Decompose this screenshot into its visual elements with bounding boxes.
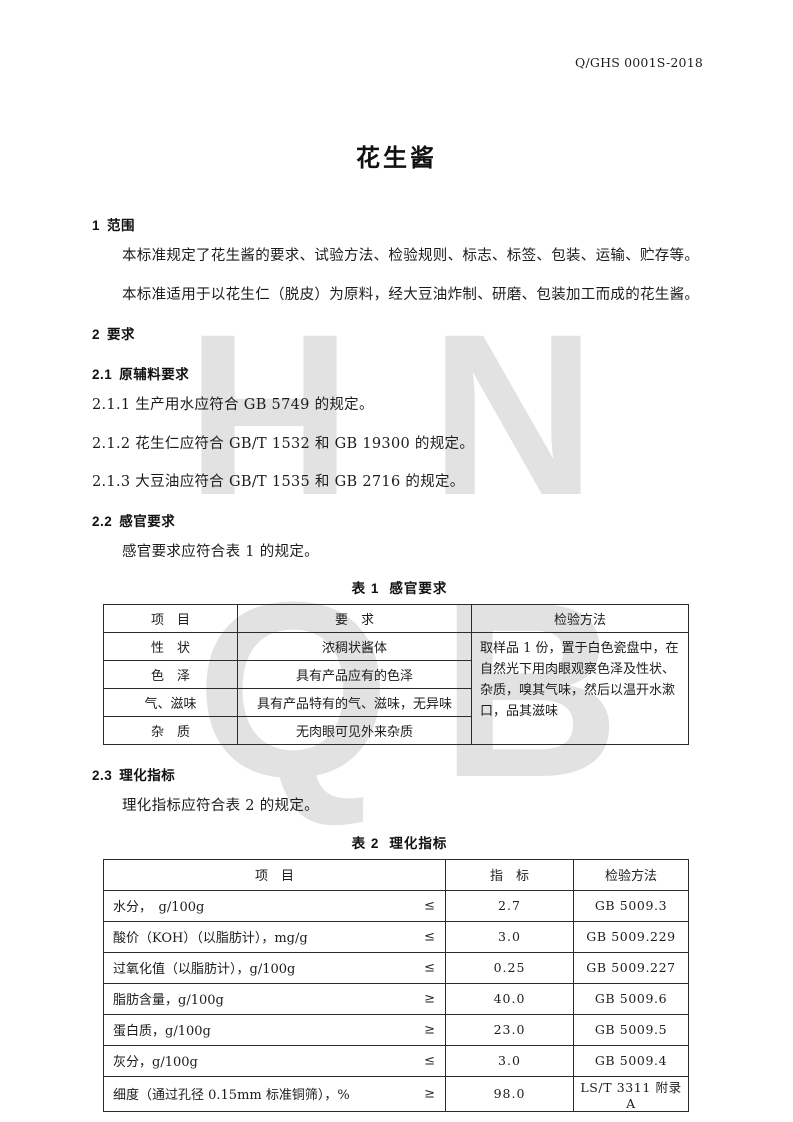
table1-header-method: 检验方法: [471, 604, 689, 633]
clause-2-1-3: 2.1.3 大豆油应符合 GB/T 1535 和 GB 2716 的规定。: [92, 474, 465, 490]
table2-item-3: 脂肪含量，g/100g ≥: [103, 982, 446, 1015]
section-heading-physchem: 2.3 理化指标: [92, 764, 707, 784]
table2-method-2: GB 5009.227: [573, 951, 689, 984]
section-title-scope: 范围: [107, 218, 136, 233]
scope-paragraph-2: 本标准适用于以花生仁（脱皮）为原料，经大豆油炸制、研磨、包装加工而成的花生酱。: [122, 286, 700, 303]
table2-operator-0: ≤: [424, 898, 435, 913]
section-heading-scope: 1 范围: [92, 214, 707, 234]
table2-item-name-5: 灰分，g/100g: [113, 1055, 198, 1070]
table-row: 过氧化值（以脂肪计），g/100g ≤ 0.25 GB 5009.227: [103, 951, 689, 984]
table2-item-name-4: 蛋白质，g/100g: [113, 1024, 211, 1039]
section-heading-requirements: 2 要求: [92, 323, 707, 343]
section-title-physchem: 理化指标: [119, 768, 176, 783]
table2-method-5: GB 5009.4: [573, 1044, 689, 1077]
table2-item-5: 灰分，g/100g ≤: [103, 1044, 446, 1077]
table2-header-index: 指 标: [445, 858, 574, 891]
table2-value-1: 3.0: [445, 920, 574, 953]
table2-value-6: 98.0: [445, 1075, 574, 1112]
table1-requirement-1: 具有产品应有的色泽: [237, 660, 472, 689]
table2-caption-title: 理化指标: [389, 835, 448, 851]
table-row: 脂肪含量，g/100g ≥ 40.0 GB 5009.6: [103, 982, 689, 1015]
table2-method-3: GB 5009.6: [573, 982, 689, 1015]
physchem-lead-text: 理化指标应符合表 2 的规定。: [122, 798, 319, 814]
table2-item-name-0: 水分， g/100g: [113, 900, 205, 915]
table1-header-item: 项 目: [103, 604, 238, 633]
section-number-requirements: 2: [92, 327, 101, 342]
table1-requirement-3: 无肉眼可见外来杂质: [237, 716, 472, 745]
clause-2-1-2: 2.1.2 花生仁应符合 GB/T 1532 和 GB 19300 的规定。: [92, 435, 475, 452]
table-sensory-requirements: 项 目 要 求 检验方法 性 状 浓稠状酱体 取样品 1 份，置于白色瓷盘中，在…: [103, 604, 689, 745]
table-row-header: 项 目 指 标 检验方法: [103, 858, 689, 891]
table1-caption: 表 1 感官要求: [92, 577, 707, 597]
table2-item-4: 蛋白质，g/100g ≥: [103, 1013, 446, 1046]
section-number-scope: 1: [92, 218, 101, 233]
table2-item-6: 细度（通过孔径 0.15mm 标准铜筛），% ≥: [103, 1075, 446, 1112]
table1-item-2: 气、滋味: [103, 688, 238, 717]
table2-method-4: GB 5009.5: [573, 1013, 689, 1046]
scope-paragraph-1: 本标准规定了花生酱的要求、试验方法、检验规则、标志、标签、包装、运输、贮存等。: [122, 248, 700, 264]
table2-item-1: 酸价（KOH）（以脂肪计），mg/g ≤: [103, 920, 446, 953]
clause-2-1-1: 2.1.1 生产用水应符合 GB 5749 的规定。: [92, 397, 374, 413]
table-row-header: 项 目 要 求 检验方法: [103, 604, 689, 633]
table2-method-6: LS/T 3311 附录 A: [573, 1075, 689, 1112]
table1-item-3: 杂 质: [103, 716, 238, 745]
table1-item-1: 色 泽: [103, 660, 238, 689]
table2-value-3: 40.0: [445, 982, 574, 1015]
sensory-lead-text: 感官要求应符合表 1 的规定。: [122, 543, 319, 560]
table-row: 杂 质 无肉眼可见外来杂质: [103, 716, 689, 745]
section-title-sensory: 感官要求: [119, 513, 176, 529]
table2-header-item: 项 目: [103, 858, 446, 891]
table1-caption-title: 感官要求: [389, 581, 448, 596]
table2-header-method: 检验方法: [573, 858, 689, 891]
table-row: 蛋白质，g/100g ≥ 23.0 GB 5009.5: [103, 1013, 689, 1046]
table2-item-name-1: 酸价（KOH）（以脂肪计），mg/g: [113, 931, 308, 946]
page-title: 花生酱: [356, 145, 437, 172]
table-row: 酸价（KOH）（以脂肪计），mg/g ≤ 3.0 GB 5009.229: [103, 920, 689, 953]
table2-value-0: 2.7: [445, 889, 574, 922]
table2-method-0: GB 5009.3: [573, 889, 689, 922]
table-row: 色 泽 具有产品应有的色泽: [103, 660, 689, 689]
section-heading-raw-materials: 2.1 原辅料要求: [92, 363, 707, 383]
table2-caption-label: 表 2: [351, 835, 380, 851]
table2-value-2: 0.25: [445, 951, 574, 984]
table2-item-name-6: 细度（通过孔径 0.15mm 标准铜筛），%: [113, 1088, 350, 1103]
section-number-raw-materials: 2.1: [92, 367, 113, 382]
table2-value-5: 3.0: [445, 1044, 574, 1077]
table-row: 气、滋味 具有产品特有的气、滋味，无异味: [103, 688, 689, 717]
table1-header-requirement: 要 求: [237, 604, 472, 633]
table1-item-0: 性 状: [103, 632, 238, 661]
table1-requirement-2: 具有产品特有的气、滋味，无异味: [237, 688, 472, 717]
table2-item-name-2: 过氧化值（以脂肪计），g/100g: [113, 962, 296, 977]
table2-operator-3: ≥: [424, 991, 435, 1006]
table2-operator-2: ≤: [424, 960, 435, 975]
section-number-physchem: 2.3: [92, 768, 113, 783]
section-number-sensory: 2.2: [92, 513, 113, 529]
table2-operator-4: ≥: [424, 1022, 435, 1037]
table1-caption-label: 表 1: [351, 581, 380, 596]
table-row: 灰分，g/100g ≤ 3.0 GB 5009.4: [103, 1044, 689, 1077]
table1-requirement-0: 浓稠状酱体: [237, 632, 472, 661]
table2-item-name-3: 脂肪含量，g/100g: [113, 993, 224, 1008]
table2-value-4: 23.0: [445, 1013, 574, 1046]
table2-operator-5: ≤: [424, 1053, 435, 1068]
table-row: 性 状 浓稠状酱体 取样品 1 份，置于白色瓷盘中，在自然光下用肉眼观察色泽及性…: [103, 632, 689, 745]
table2-item-0: 水分， g/100g ≤: [103, 889, 446, 922]
standard-code-header: Q/GHS 0001S-2018: [575, 55, 703, 70]
document-body: 1 范围 本标准规定了花生酱的要求、试验方法、检验规则、标志、标签、包装、运输、贮…: [92, 214, 707, 1112]
section-title-requirements: 要求: [107, 327, 136, 342]
table2-caption: 表 2 理化指标: [92, 832, 707, 852]
table2-operator-6: ≥: [424, 1086, 435, 1101]
table2-operator-1: ≤: [424, 929, 435, 944]
table-physicochemical-indicators: 项 目 指 标 检验方法 水分， g/100g ≤ 2.7 GB 5009.3: [103, 858, 689, 1112]
table2-method-1: GB 5009.229: [573, 920, 689, 953]
table-row: 水分， g/100g ≤ 2.7 GB 5009.3: [103, 889, 689, 922]
section-title-raw-materials: 原辅料要求: [119, 367, 190, 382]
table1-method-cell: 取样品 1 份，置于白色瓷盘中，在自然光下用肉眼观察色泽及性状、杂质，嗅其气味，…: [471, 632, 689, 745]
section-heading-sensory: 2.2 感官要求: [92, 510, 707, 530]
table-row: 细度（通过孔径 0.15mm 标准铜筛），% ≥ 98.0 LS/T 3311 …: [103, 1075, 689, 1112]
table2-item-2: 过氧化值（以脂肪计），g/100g ≤: [103, 951, 446, 984]
